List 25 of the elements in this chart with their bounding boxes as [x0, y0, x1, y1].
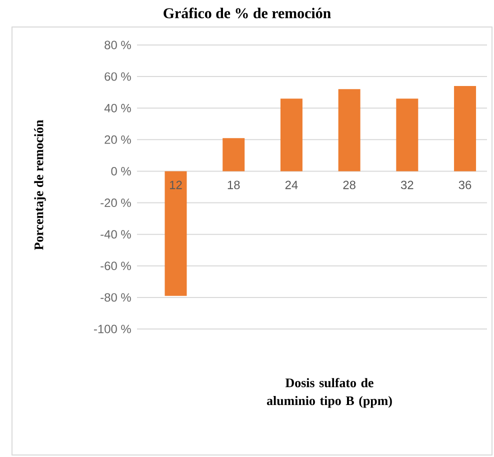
x-tick-label: 24: [285, 180, 298, 190]
y-tick-label: 40 %: [104, 104, 131, 112]
y-tick-label: -20 %: [100, 198, 131, 207]
y-tick-label: -60 %: [100, 262, 131, 270]
x-tick-label: 18: [228, 180, 240, 190]
y-tick-label: 80 %: [104, 40, 131, 50]
y-tick-label: 20 %: [104, 135, 131, 144]
bar: [280, 98, 302, 172]
bar: [396, 98, 418, 172]
x-axis-title: Dosis sulfato de aluminio tipo B (ppm): [266, 378, 392, 408]
y-tick-label: 0 %: [111, 166, 131, 176]
x-tick-label: 12: [170, 180, 182, 190]
x-tick-label: 32: [400, 180, 414, 190]
y-tick-label: -80 %: [100, 293, 131, 302]
x-tick-label: 36: [458, 180, 472, 190]
y-tick-label: 60 %: [104, 72, 131, 81]
chart-title: Gráfico de % de remoción: [164, 8, 331, 18]
y-axis-title: Porcentaje de remoción: [34, 120, 46, 250]
y-tick-label: -100 %: [94, 324, 131, 334]
bar: [454, 86, 476, 172]
x-tick-label: 28: [343, 180, 356, 190]
bar: [338, 89, 360, 172]
bar: [164, 171, 187, 296]
bar: [222, 138, 245, 172]
y-tick-label: -40 %: [100, 230, 131, 239]
